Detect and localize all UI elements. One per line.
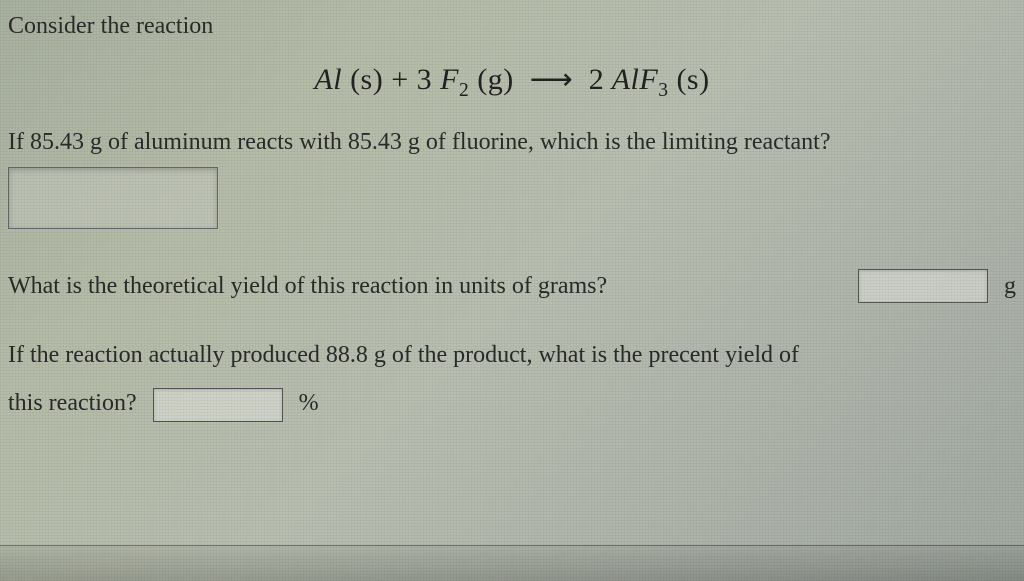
- question-3-text-part-b: this reaction?: [8, 390, 137, 416]
- limiting-reactant-input[interactable]: [8, 167, 218, 229]
- bottom-bar: [0, 545, 1024, 581]
- chemical-equation: Al (s) + 3 F2 (g) ⟶ 2 AlF3 (s): [8, 62, 1016, 102]
- percent-unit-label: %: [299, 390, 319, 416]
- intro-text: Consider the reaction: [8, 10, 1016, 44]
- question-1-text: If 85.43 g of aluminum reacts with 85.43…: [8, 126, 1016, 160]
- species-al: Al (s): [314, 63, 383, 96]
- percent-yield-input[interactable]: [153, 388, 283, 422]
- species-f2: 3 F2 (g): [417, 63, 514, 96]
- reaction-arrow: ⟶: [530, 63, 573, 96]
- species-alf3: 2 AlF3 (s): [589, 63, 710, 96]
- theoretical-yield-input[interactable]: [858, 269, 988, 303]
- question-3-text-part-a: If the reaction actually produced 88.8 g…: [8, 342, 799, 368]
- grams-unit-label: g: [1004, 273, 1016, 300]
- plus-sign: +: [391, 63, 408, 96]
- question-2-text: What is the theoretical yield of this re…: [8, 273, 848, 300]
